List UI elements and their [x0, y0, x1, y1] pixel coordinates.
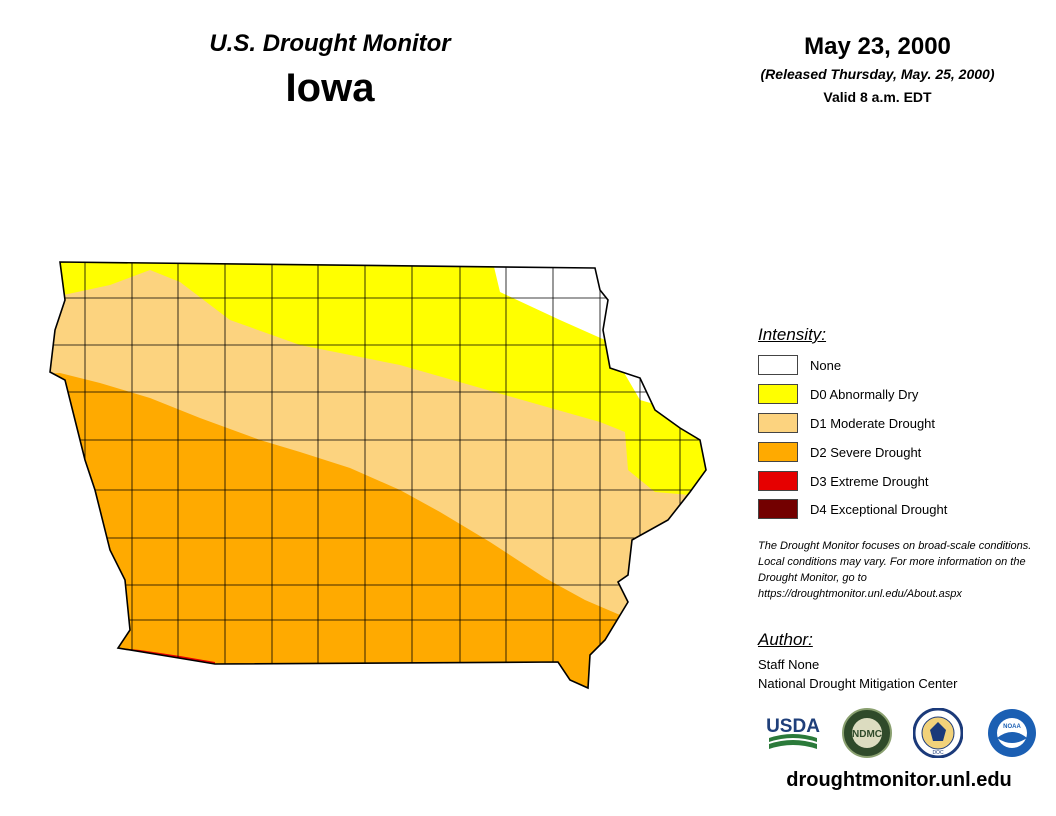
legend-label: D4 Exceptional Drought	[810, 502, 948, 517]
legend-label: D2 Severe Drought	[810, 445, 922, 460]
usda-logo-text: USDA	[766, 716, 820, 737]
legend-label: None	[810, 358, 842, 373]
ndmc-logo-text: NDMC	[852, 729, 882, 740]
legend-label: D1 Moderate Drought	[810, 416, 936, 431]
noaa-logo-text: NOAA	[1003, 724, 1021, 730]
release-date: (Released Thursday, May. 25, 2000)	[760, 66, 995, 82]
legend-swatch	[758, 471, 798, 491]
map-subtitle: U.S. Drought Monitor	[209, 30, 451, 57]
legend-swatch	[758, 384, 798, 404]
author-title: Author:	[758, 630, 813, 649]
legend-swatch	[758, 442, 798, 462]
noaa-logo: NOAA	[988, 709, 1036, 757]
legend-title: Intensity:	[758, 325, 827, 344]
website-url[interactable]: droughtmonitor.unl.edu	[786, 769, 1012, 791]
commerce-seal-text: DOC	[932, 750, 944, 756]
iowa-state-outline	[49, 261, 707, 690]
commerce-seal-logo: DOC	[913, 708, 963, 758]
disclaimer-text: The Drought Monitor focuses on broad-sca…	[758, 540, 1032, 600]
legend-swatch	[758, 499, 798, 519]
usda-logo: USDA	[766, 716, 820, 749]
legend-label: D3 Extreme Drought	[810, 474, 929, 489]
map-title-state: Iowa	[285, 66, 375, 110]
valid-time: Valid 8 a.m. EDT	[823, 89, 932, 105]
legend-swatch	[758, 355, 798, 375]
map-date: May 23, 2000	[804, 33, 951, 60]
author-name: Staff None	[758, 657, 820, 672]
legend-label: D0 Abnormally Dry	[810, 387, 919, 402]
legend-swatch	[758, 413, 798, 433]
author-organization: National Drought Mitigation Center	[758, 676, 958, 691]
ndmc-logo: NDMC	[842, 708, 892, 758]
iowa-drought-map	[49, 261, 707, 690]
